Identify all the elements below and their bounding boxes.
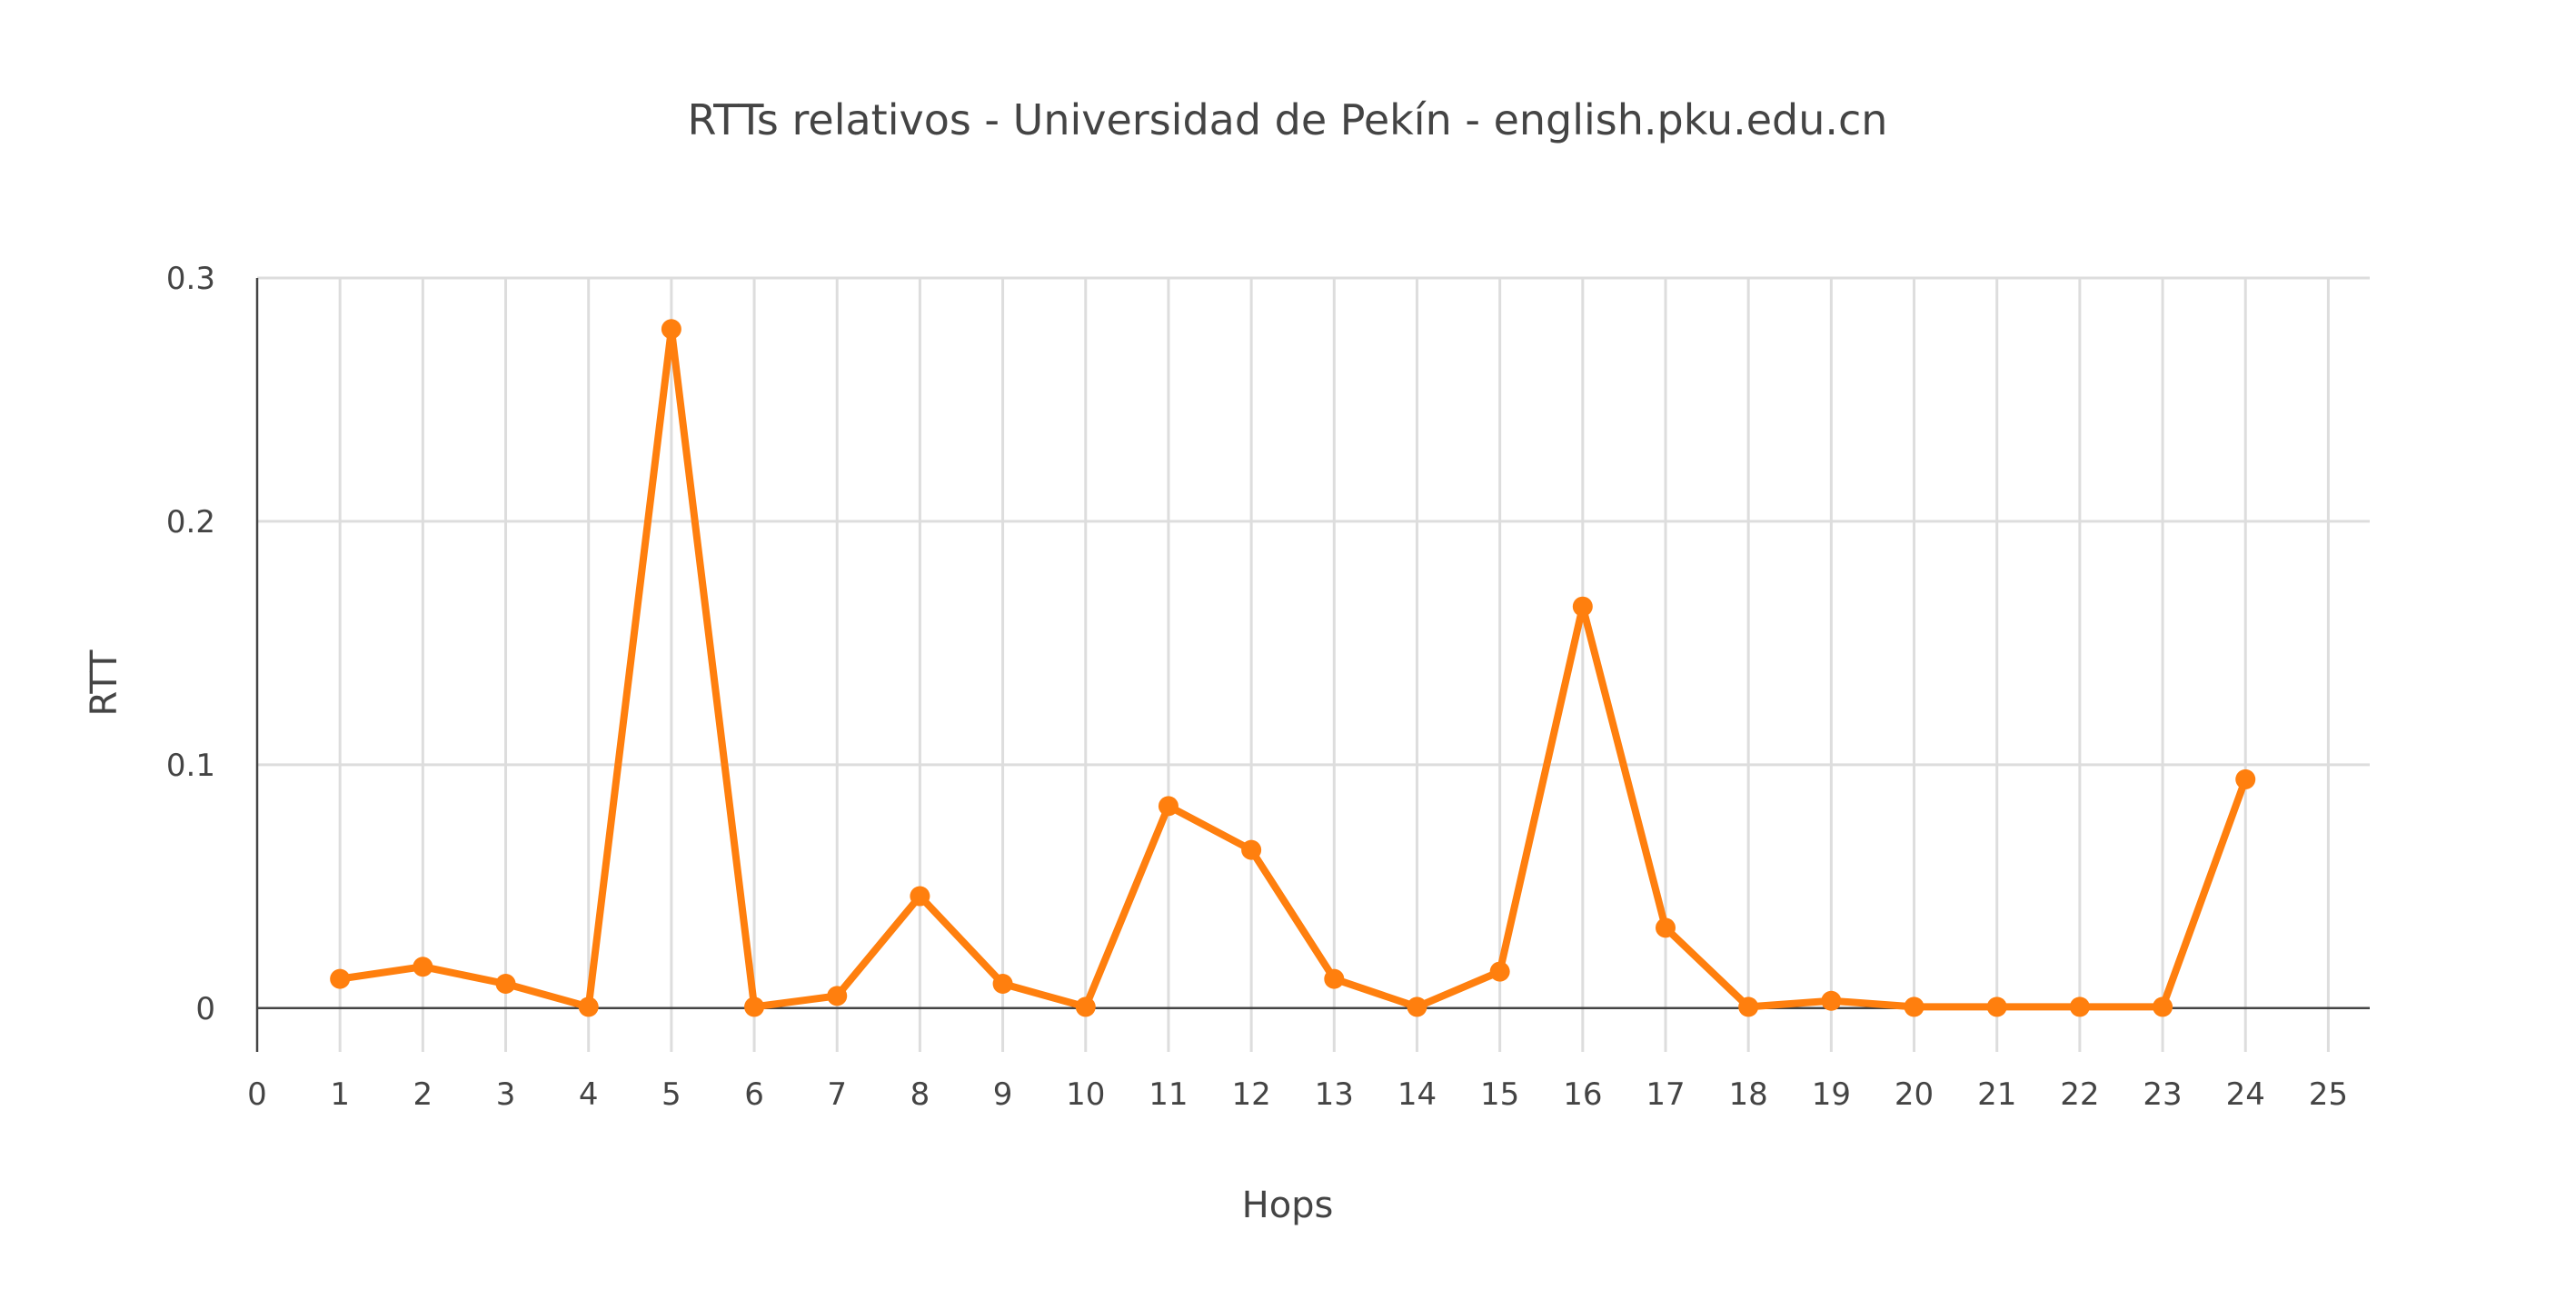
data-point <box>1407 996 1427 1017</box>
x-tick-label: 22 <box>2060 1076 2099 1113</box>
data-point <box>1904 996 1925 1017</box>
series-layer <box>330 319 2256 1017</box>
grid <box>257 276 2370 1052</box>
data-point <box>1738 996 1759 1017</box>
x-tick-label: 18 <box>1729 1076 1768 1113</box>
x-tick-label: 2 <box>413 1076 433 1113</box>
x-tick-label: 10 <box>1066 1076 1105 1113</box>
chart-title: RTTs relativos - Universidad de Pekín - … <box>688 95 1888 144</box>
x-tick-label: 25 <box>2309 1076 2348 1113</box>
y-tick-label: 0.3 <box>166 261 215 297</box>
y-tick-label: 0 <box>195 991 215 1027</box>
data-point <box>992 973 1013 994</box>
x-tick-label: 13 <box>1315 1076 1354 1113</box>
data-point <box>1075 996 1096 1017</box>
x-tick-label: 23 <box>2143 1076 2182 1113</box>
data-point <box>578 996 599 1017</box>
data-point <box>1572 596 1593 617</box>
x-axis-title: Hops <box>1242 1185 1334 1226</box>
data-point <box>1821 990 1842 1011</box>
x-tick-label: 24 <box>2226 1076 2265 1113</box>
x-tick-label: 19 <box>1812 1076 1851 1113</box>
x-tick-label: 9 <box>993 1076 1013 1113</box>
data-point <box>2069 996 2090 1017</box>
x-tick-label: 0 <box>247 1076 267 1113</box>
data-point <box>330 968 351 989</box>
y-tick-label: 0.2 <box>166 504 215 540</box>
x-tick-label: 14 <box>1397 1076 1437 1113</box>
x-tick-label: 20 <box>1895 1076 1934 1113</box>
tick-labels: 0 1 2 3 4 5 6 7 8 9 10 11 12 13 14 15 16 17 18 19 20 21 22 23 24… <box>166 261 2348 1113</box>
series-line <box>336 325 2250 1011</box>
x-tick-label: 4 <box>579 1076 599 1113</box>
x-tick-label: 16 <box>1563 1076 1602 1113</box>
x-tick-label: 15 <box>1480 1076 1519 1113</box>
data-point <box>744 996 765 1017</box>
x-tick-label: 8 <box>910 1076 930 1113</box>
data-point <box>1158 796 1179 817</box>
data-point <box>2235 768 2256 789</box>
data-point <box>495 973 516 994</box>
data-point <box>827 986 848 1006</box>
x-tick-label: 6 <box>744 1076 764 1113</box>
x-tick-label: 1 <box>330 1076 350 1113</box>
x-tick-label: 5 <box>661 1076 681 1113</box>
x-tick-label: 3 <box>496 1076 516 1113</box>
data-point <box>910 886 930 907</box>
data-point <box>1656 917 1676 938</box>
x-tick-label: 7 <box>827 1076 847 1113</box>
x-tick-label: 21 <box>1977 1076 2016 1113</box>
x-tick-label: 12 <box>1231 1076 1270 1113</box>
y-axis-title: RTT <box>84 649 125 717</box>
x-tick-label: 11 <box>1149 1076 1188 1113</box>
data-point <box>2153 996 2173 1017</box>
y-tick-label: 0.1 <box>166 748 215 784</box>
data-point <box>413 957 433 977</box>
data-point <box>1241 839 1262 860</box>
data-point <box>1986 996 2007 1017</box>
data-point <box>661 319 681 340</box>
x-tick-label: 17 <box>1646 1076 1685 1113</box>
data-point <box>1489 961 1510 982</box>
data-point <box>1324 968 1345 989</box>
axes <box>255 278 2370 1052</box>
